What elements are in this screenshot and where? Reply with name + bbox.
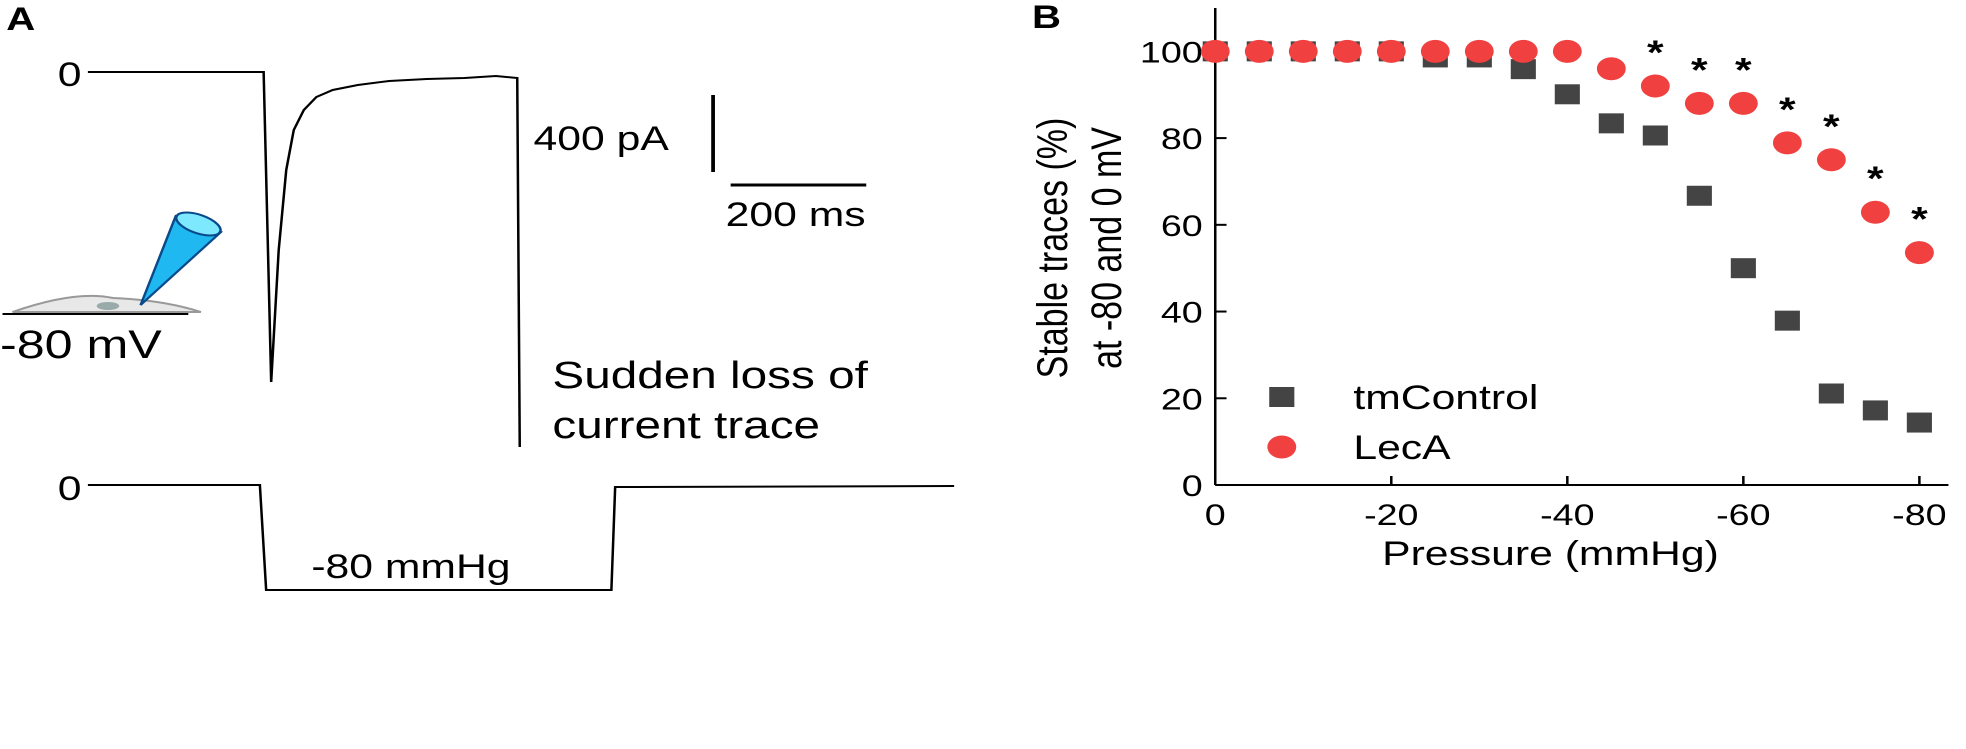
panel-a: A 0 400 pA 200 ms -80 mV Sudden loss of … bbox=[0, 1, 955, 591]
point bbox=[1684, 91, 1714, 115]
x-axis-label: Pressure (mmHg) bbox=[1382, 535, 1719, 573]
point bbox=[1686, 185, 1712, 206]
pipette-tip bbox=[174, 211, 222, 237]
point bbox=[1818, 383, 1844, 404]
y-axis-label: at -80 and 0 mV bbox=[1083, 127, 1131, 369]
point bbox=[1596, 57, 1626, 81]
legend-label: LecA bbox=[1353, 429, 1451, 467]
y-axis-label: Stable traces (%) bbox=[1030, 118, 1078, 379]
point bbox=[1642, 125, 1668, 146]
zero-label: 0 bbox=[58, 470, 82, 508]
point bbox=[1774, 310, 1800, 331]
point bbox=[1288, 39, 1318, 63]
point bbox=[1816, 148, 1846, 172]
x-tick-label: -20 bbox=[1364, 499, 1418, 532]
point bbox=[1906, 412, 1932, 433]
point bbox=[1508, 39, 1538, 63]
point bbox=[1554, 84, 1580, 105]
x-tick-label: -40 bbox=[1540, 499, 1594, 532]
nucleus bbox=[96, 302, 120, 310]
panel-label: B bbox=[1032, 0, 1061, 35]
point bbox=[1772, 131, 1802, 155]
scale-label: 200 ms bbox=[726, 196, 866, 234]
y-tick-label: 0 bbox=[1182, 470, 1203, 503]
point bbox=[1464, 39, 1494, 63]
note: current trace bbox=[552, 405, 820, 447]
annotation: * bbox=[1647, 34, 1664, 72]
point bbox=[1730, 258, 1756, 279]
note: Sudden loss of bbox=[552, 355, 869, 397]
holding-label: -80 mV bbox=[0, 322, 163, 367]
y-tick-label: 100 bbox=[1140, 36, 1203, 69]
annotation: * bbox=[1691, 51, 1708, 89]
x-tick-label: -80 bbox=[1892, 499, 1946, 532]
y-tick-label: 20 bbox=[1161, 383, 1203, 416]
annotation: * bbox=[1911, 201, 1928, 239]
y-tick-label: 80 bbox=[1161, 123, 1203, 156]
annotation: * bbox=[1867, 160, 1884, 198]
scale-label: 400 pA bbox=[534, 120, 670, 158]
point bbox=[1332, 39, 1362, 63]
x-tick-label: 0 bbox=[1205, 499, 1226, 532]
annotation: * bbox=[1823, 108, 1840, 146]
legend-label: tmControl bbox=[1353, 379, 1538, 417]
point bbox=[1862, 400, 1888, 421]
zero-label: 0 bbox=[58, 56, 82, 94]
point bbox=[1640, 74, 1670, 98]
panel-label: A bbox=[6, 1, 35, 37]
point bbox=[1244, 39, 1274, 63]
y-tick-label: 60 bbox=[1161, 209, 1203, 242]
point bbox=[1552, 39, 1582, 63]
point bbox=[1904, 241, 1934, 265]
point bbox=[1200, 39, 1230, 63]
point bbox=[1269, 387, 1295, 407]
point bbox=[1510, 59, 1536, 80]
pressure-trace bbox=[87, 484, 955, 591]
x-tick-label: -60 bbox=[1716, 499, 1770, 532]
point bbox=[1420, 39, 1450, 63]
point bbox=[1376, 39, 1406, 63]
y-tick-label: 40 bbox=[1161, 296, 1203, 329]
point bbox=[1728, 91, 1758, 115]
annotation: * bbox=[1735, 51, 1752, 89]
pressure-label: -80 mmHg bbox=[311, 548, 510, 586]
current-trace bbox=[87, 71, 522, 448]
point bbox=[1267, 435, 1297, 459]
annotation: * bbox=[1779, 91, 1796, 129]
point bbox=[1860, 200, 1890, 224]
point bbox=[1598, 113, 1624, 134]
